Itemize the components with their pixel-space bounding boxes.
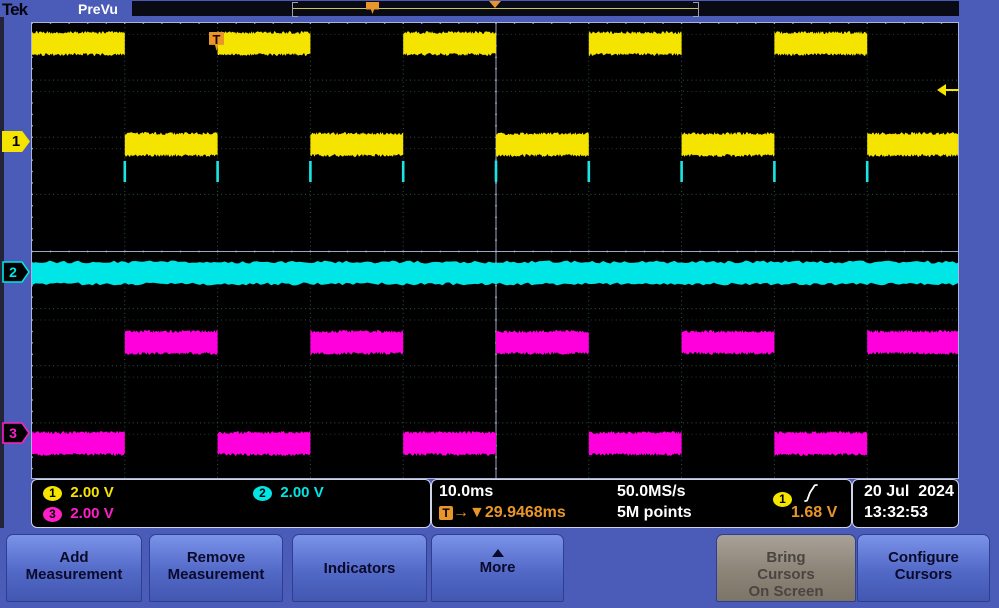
svg-text:2: 2 [9, 264, 17, 280]
svg-text:3: 3 [9, 425, 17, 441]
